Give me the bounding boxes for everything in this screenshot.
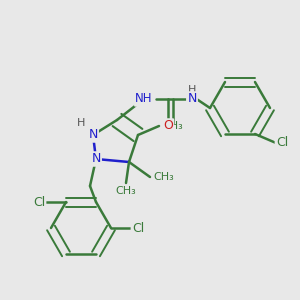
Text: H: H <box>188 85 196 95</box>
Text: O: O <box>163 119 173 133</box>
Text: H: H <box>77 118 85 128</box>
Text: CH₃: CH₃ <box>116 186 136 196</box>
Text: NH: NH <box>135 92 153 106</box>
Text: N: N <box>91 152 101 166</box>
Text: Cl: Cl <box>276 136 288 149</box>
Text: CH₃: CH₃ <box>162 121 183 131</box>
Text: N: N <box>187 92 197 106</box>
Text: Cl: Cl <box>33 196 45 208</box>
Text: N: N <box>88 128 98 142</box>
Text: Cl: Cl <box>132 221 144 235</box>
Text: CH₃: CH₃ <box>153 172 174 182</box>
